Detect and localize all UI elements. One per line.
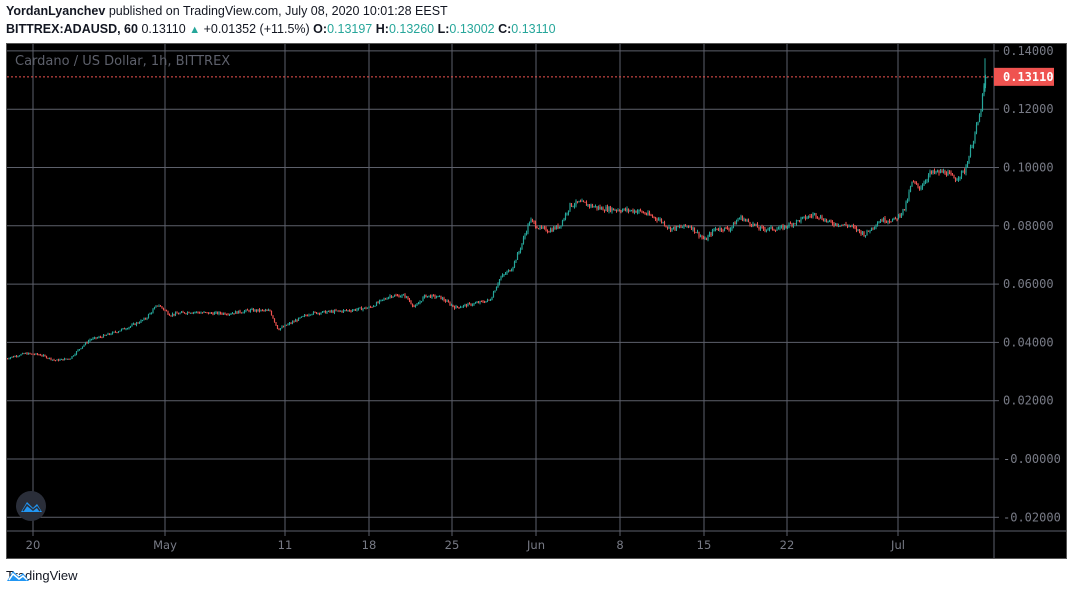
y-tick-label: 0.14000 — [1003, 44, 1054, 58]
x-tick-label: Jul — [890, 538, 905, 552]
author-name: YordanLyanchev — [6, 4, 106, 18]
last-price-badge — [994, 67, 1054, 86]
y-tick-label: 0.08000 — [1003, 219, 1054, 233]
y-tick-label: -0.00000 — [1003, 452, 1061, 466]
up-arrow-icon: ▲ — [189, 24, 201, 36]
x-tick-label: 20 — [26, 538, 41, 552]
x-tick-label: 15 — [697, 538, 712, 552]
x-tick-label: 22 — [780, 538, 795, 552]
tradingview-brand[interactable]: TradingView — [6, 568, 78, 583]
x-tick-label: May — [153, 538, 177, 552]
published-text: published on TradingView.com, July 08, 2… — [105, 4, 448, 18]
high-value: 0.13260 — [388, 22, 435, 36]
tradingview-watermark-icon — [16, 491, 46, 521]
candlestick-chart[interactable]: 0.14000 0.12000 0.10000 0.08000 0.06000 0.040… — [7, 44, 1066, 558]
high-label: H: — [375, 22, 389, 36]
symbol-info: BITTREX:ADAUSD, 60 0.13110 ▲ +0.01352 (+… — [6, 22, 556, 36]
symbol-label: BITTREX:ADAUSD, 60 — [6, 22, 138, 36]
y-tick-label: 0.06000 — [1003, 277, 1054, 291]
low-value: 0.13002 — [449, 22, 495, 36]
price-change: +0.01352 (+11.5%) — [203, 22, 310, 36]
chart-watermark: Cardano / US Dollar, 1h, BITTREX — [15, 54, 230, 69]
x-tick-label: Jun — [526, 538, 545, 552]
publish-info: YordanLyanchev published on TradingView.… — [6, 4, 448, 18]
y-tick-label: 0.12000 — [1003, 102, 1054, 116]
last-price: 0.13110 — [141, 22, 186, 36]
x-tick-label: 25 — [445, 538, 460, 552]
x-tick-label: 8 — [616, 538, 623, 552]
open-value: 0.13197 — [327, 22, 373, 36]
low-label: L: — [437, 22, 450, 36]
y-tick-label: 0.02000 — [1003, 394, 1054, 408]
x-tick-label: 11 — [278, 538, 293, 552]
chart-panel[interactable]: 0.14000 0.12000 0.10000 0.08000 0.06000 0.040… — [6, 43, 1067, 559]
y-tick-label: 0.10000 — [1003, 161, 1054, 175]
y-tick-label: -0.02000 — [1003, 510, 1061, 524]
close-value: 0.13110 — [511, 22, 556, 36]
close-label: C: — [498, 22, 512, 36]
y-tick-label: 0.04000 — [1003, 335, 1054, 349]
x-tick-label: 18 — [362, 538, 377, 552]
tradingview-logo-icon — [7, 571, 29, 581]
last-price-label: 0.13110 — [1003, 70, 1054, 84]
open-label: O: — [313, 22, 328, 36]
